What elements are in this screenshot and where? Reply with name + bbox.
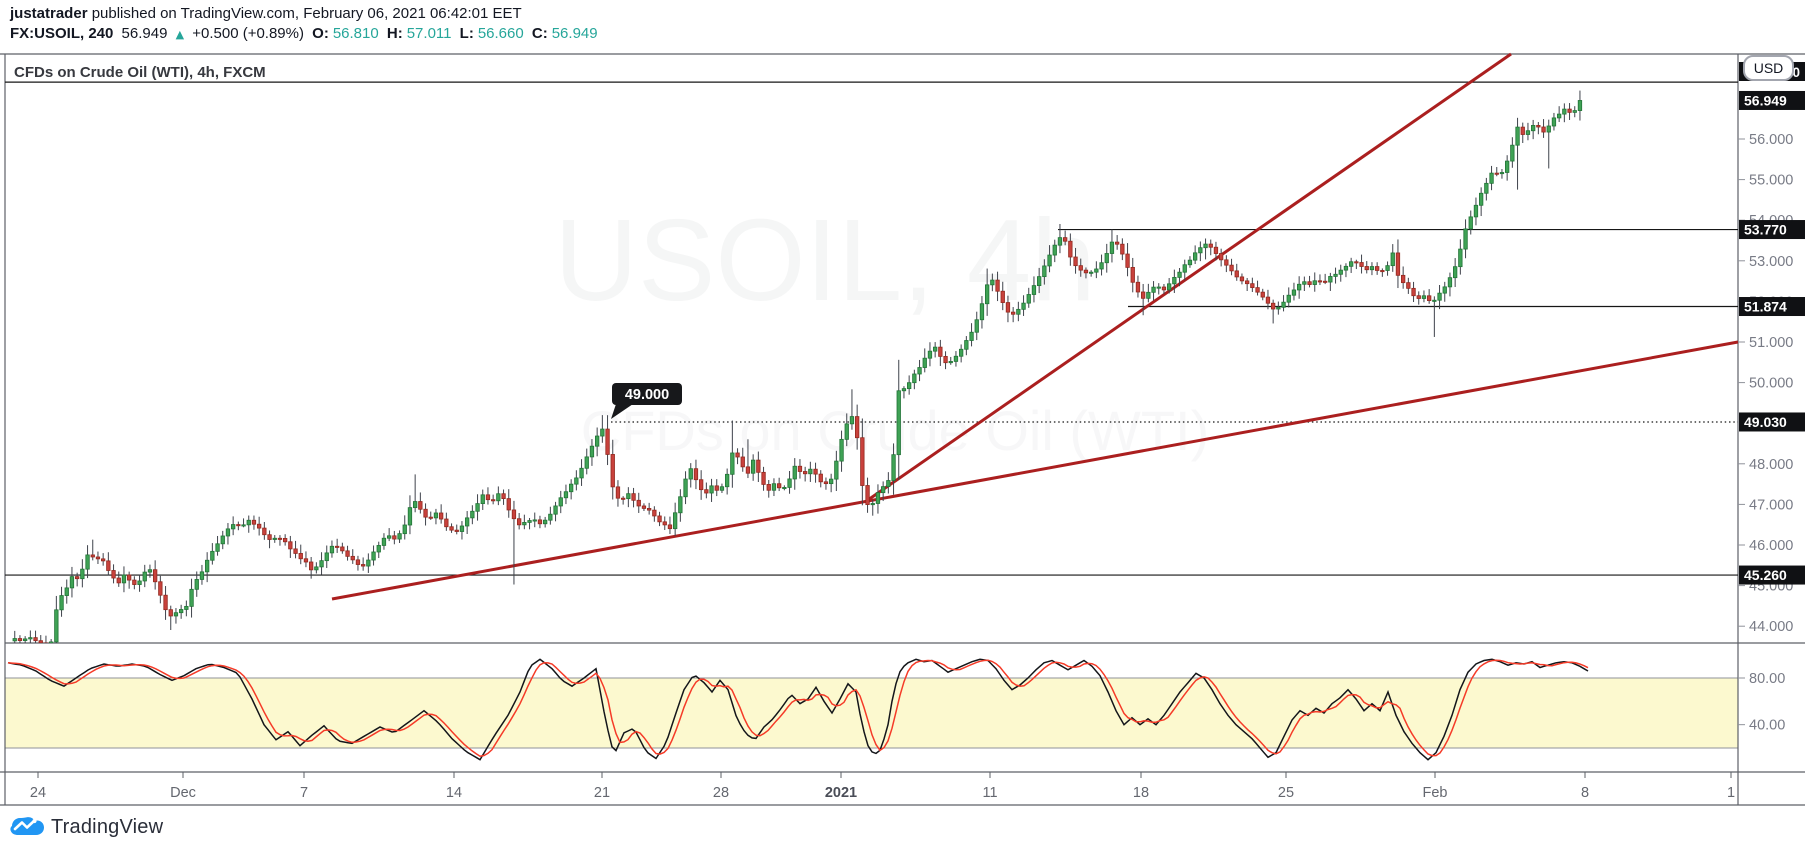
- time-axis-label: 1: [1727, 785, 1735, 801]
- byline-text: published on TradingView.com, February 0…: [87, 5, 522, 22]
- price-marker-label: 53.770: [1744, 222, 1787, 238]
- time-axis-label: 18: [1133, 785, 1149, 801]
- close-label: C:: [531, 25, 548, 42]
- last-price: 56.949: [121, 25, 168, 42]
- osc-axis-label: 80.00: [1749, 671, 1785, 687]
- trendline[interactable]: [864, 52, 1512, 504]
- symbol-info-bar: FX:USOIL, 240 56.949 ▲ +0.500 (+0.89%) O…: [10, 24, 602, 45]
- symbol-name: FX:USOIL, 240: [10, 25, 114, 42]
- price-axis-label: 46.000: [1749, 538, 1793, 554]
- stoch-d-line: [7, 659, 1589, 757]
- time-axis-label: Dec: [170, 785, 196, 801]
- publication-byline: justatrader published on TradingView.com…: [10, 4, 602, 24]
- time-axis-label: 11: [982, 785, 997, 801]
- currency-toggle[interactable]: 0 USD: [1739, 55, 1805, 81]
- price-change: +0.500 (+0.89%): [192, 25, 304, 42]
- time-axis-label: Feb: [1423, 785, 1448, 801]
- high-value: 57.011: [406, 25, 452, 42]
- close-value: 56.949: [551, 25, 598, 42]
- price-marker-badge: [1739, 220, 1805, 240]
- price-marker-label: 51.874: [1744, 299, 1787, 315]
- time-axis[interactable]: 24 Dec 7 14 21 28 2021 11 18 25 Feb 8 1: [30, 772, 1735, 801]
- price-marker-badge: [1739, 412, 1805, 432]
- price-marker-label: 45.260: [1744, 567, 1787, 583]
- trendline[interactable]: [331, 340, 1739, 601]
- watermark-description: CFDs on Crude Oil (WTI): [581, 399, 1210, 462]
- chart-title: CFDs on Crude Oil (WTI), 4h, FXCM: [14, 64, 266, 81]
- low-value: 56.660: [477, 25, 524, 42]
- price-axis-label: 51.000: [1749, 335, 1793, 351]
- usd-button: [1743, 55, 1794, 81]
- horizontal-price-lines[interactable]: [5, 81, 1738, 576]
- hidden-price-label-fragment: 0: [1792, 65, 1800, 80]
- pane-borders: [0, 53, 1805, 806]
- usd-button-label: USD: [1754, 60, 1784, 76]
- time-axis-label: 14: [446, 785, 462, 801]
- osc-axis-label: 40.00: [1749, 718, 1785, 734]
- price-marker-badge: [1739, 90, 1805, 110]
- time-axis-label: 24: [30, 785, 46, 801]
- watermark-symbol: USOIL, 4h: [554, 195, 1096, 325]
- candlestick-series: [12, 90, 1583, 643]
- time-axis-label: 21: [594, 785, 610, 801]
- callout-pointer: [611, 404, 633, 419]
- price-marker-badge: [1739, 565, 1805, 585]
- price-marker-label: 56.949: [1744, 92, 1787, 108]
- tradingview-logo[interactable]: TradingView: [10, 814, 163, 840]
- tradingview-logo-icon: [10, 817, 44, 835]
- stoch-k-line: [7, 658, 1589, 761]
- low-label: L:: [459, 25, 474, 42]
- trendlines[interactable]: [331, 52, 1739, 601]
- stochastic-lines: [7, 658, 1589, 761]
- price-axis-label: 47.000: [1749, 497, 1793, 513]
- price-marker-badge: [1739, 297, 1805, 317]
- price-axis-label: 50.000: [1749, 376, 1793, 392]
- author-name: justatrader: [10, 5, 88, 22]
- time-axis-label: 8: [1581, 785, 1589, 801]
- arrow-up-icon: ▲: [175, 28, 185, 41]
- price-callout[interactable]: 49.000: [611, 383, 682, 419]
- price-axis[interactable]: 56.00055.00054.00053.00052.00051.00050.0…: [1738, 90, 1805, 734]
- price-axis-label: 44.000: [1749, 619, 1793, 635]
- callout-box: [612, 383, 682, 405]
- price-axis-label: 55.000: [1749, 173, 1793, 189]
- publication-header: justatrader published on TradingView.com…: [10, 4, 602, 45]
- time-axis-label: 28: [713, 785, 729, 801]
- price-axis-label: 56.000: [1749, 132, 1793, 148]
- price-axis-label: 48.000: [1749, 457, 1793, 473]
- time-axis-label: 2021: [825, 785, 857, 801]
- open-value: 56.810: [332, 25, 379, 42]
- tradingview-logo-text: TradingView: [51, 815, 164, 838]
- open-label: O:: [312, 25, 329, 42]
- time-axis-label: 25: [1278, 785, 1294, 801]
- price-axis-label: 53.000: [1749, 254, 1793, 270]
- high-label: H:: [386, 25, 403, 42]
- callout-label: 49.000: [625, 387, 669, 403]
- price-marker-label: 49.030: [1744, 414, 1787, 430]
- time-axis-label: 7: [300, 785, 308, 801]
